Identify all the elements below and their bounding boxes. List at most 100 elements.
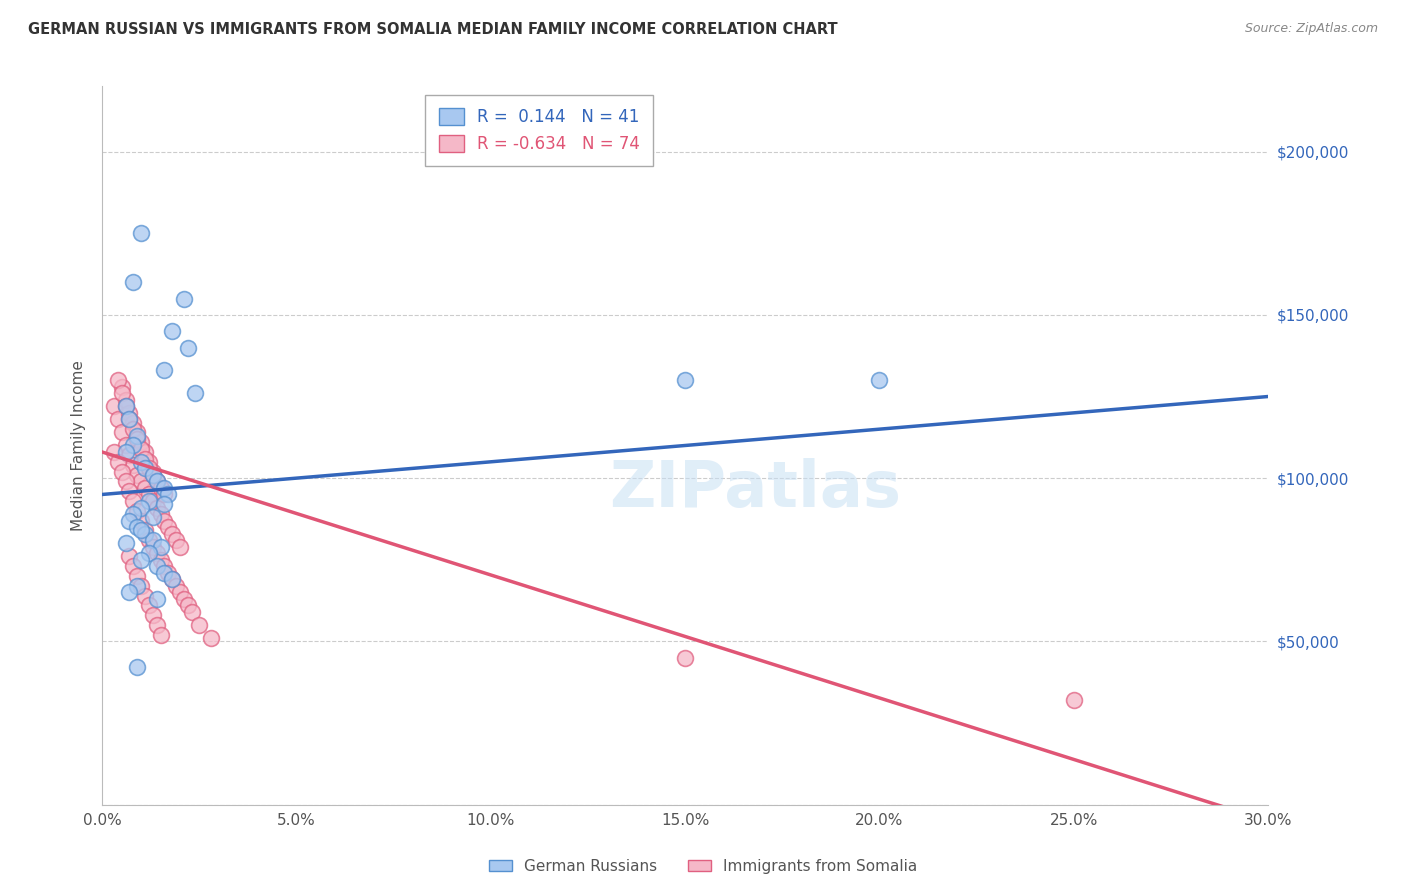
Point xyxy=(153,559,176,574)
Point xyxy=(145,475,167,489)
Point xyxy=(127,579,149,593)
Point xyxy=(138,494,160,508)
Point xyxy=(200,631,222,645)
Point xyxy=(134,524,156,538)
Text: GERMAN RUSSIAN VS IMMIGRANTS FROM SOMALIA MEDIAN FAMILY INCOME CORRELATION CHART: GERMAN RUSSIAN VS IMMIGRANTS FROM SOMALI… xyxy=(28,22,838,37)
Point xyxy=(142,467,165,482)
Text: Source: ZipAtlas.com: Source: ZipAtlas.com xyxy=(1244,22,1378,36)
Point xyxy=(127,504,149,518)
Point xyxy=(138,461,160,475)
Point xyxy=(129,500,152,515)
Point xyxy=(129,435,152,450)
Point xyxy=(127,660,149,674)
Legend: German Russians, Immigrants from Somalia: German Russians, Immigrants from Somalia xyxy=(482,853,924,880)
Point xyxy=(103,400,125,414)
Point xyxy=(138,455,160,469)
Point xyxy=(138,599,160,613)
Point xyxy=(122,494,145,508)
Point xyxy=(145,500,167,515)
Point xyxy=(1063,693,1085,707)
Point xyxy=(142,533,165,548)
Point xyxy=(169,585,191,599)
Point xyxy=(145,591,167,606)
Point xyxy=(145,618,167,632)
Point xyxy=(129,475,152,489)
Point xyxy=(134,451,156,466)
Point xyxy=(169,540,191,554)
Point xyxy=(118,514,141,528)
Point xyxy=(157,487,180,501)
Point xyxy=(142,540,165,554)
Point xyxy=(149,540,172,554)
Point xyxy=(180,605,202,619)
Point xyxy=(122,559,145,574)
Point xyxy=(177,341,200,355)
Legend: R =  0.144   N = 41, R = -0.634   N = 74: R = 0.144 N = 41, R = -0.634 N = 74 xyxy=(426,95,654,166)
Point xyxy=(129,442,152,456)
Point xyxy=(107,455,129,469)
Point xyxy=(118,549,141,564)
Point xyxy=(149,628,172,642)
Point xyxy=(103,445,125,459)
Point xyxy=(177,599,200,613)
Point xyxy=(127,520,149,534)
Point xyxy=(122,507,145,521)
Point xyxy=(111,386,134,401)
Point xyxy=(122,416,145,430)
Point xyxy=(157,520,180,534)
Point xyxy=(129,579,152,593)
Point xyxy=(673,373,696,387)
Point xyxy=(184,386,207,401)
Point xyxy=(134,461,156,475)
Point xyxy=(114,475,136,489)
Point xyxy=(138,487,160,501)
Point xyxy=(114,400,136,414)
Point xyxy=(134,481,156,495)
Point xyxy=(118,412,141,426)
Point xyxy=(153,514,176,528)
Point xyxy=(122,275,145,289)
Point xyxy=(129,455,152,469)
Point xyxy=(111,425,134,440)
Point xyxy=(142,465,165,479)
Point xyxy=(118,585,141,599)
Text: ZIPatlas: ZIPatlas xyxy=(609,458,901,519)
Point xyxy=(114,392,136,407)
Point xyxy=(129,553,152,567)
Point xyxy=(165,579,187,593)
Point xyxy=(673,650,696,665)
Point xyxy=(138,533,160,548)
Point xyxy=(160,572,183,586)
Point xyxy=(118,406,141,420)
Point xyxy=(165,533,187,548)
Point xyxy=(118,412,141,426)
Point xyxy=(118,448,141,462)
Y-axis label: Median Family Income: Median Family Income xyxy=(72,360,86,531)
Point xyxy=(160,324,183,338)
Point xyxy=(149,507,172,521)
Point xyxy=(122,422,145,436)
Point xyxy=(111,465,134,479)
Point xyxy=(138,546,160,560)
Point xyxy=(134,445,156,459)
Point xyxy=(153,363,176,377)
Point xyxy=(129,227,152,241)
Point xyxy=(122,438,145,452)
Point xyxy=(153,497,176,511)
Point xyxy=(188,618,211,632)
Point xyxy=(127,432,149,446)
Point xyxy=(122,458,145,472)
Point xyxy=(173,591,195,606)
Point xyxy=(173,292,195,306)
Point xyxy=(114,536,136,550)
Point xyxy=(129,524,152,538)
Point xyxy=(134,589,156,603)
Point xyxy=(142,608,165,623)
Point xyxy=(145,475,167,489)
Point xyxy=(142,510,165,524)
Point xyxy=(127,569,149,583)
Point xyxy=(142,494,165,508)
Point xyxy=(129,514,152,528)
Point xyxy=(127,425,149,440)
Point xyxy=(153,566,176,580)
